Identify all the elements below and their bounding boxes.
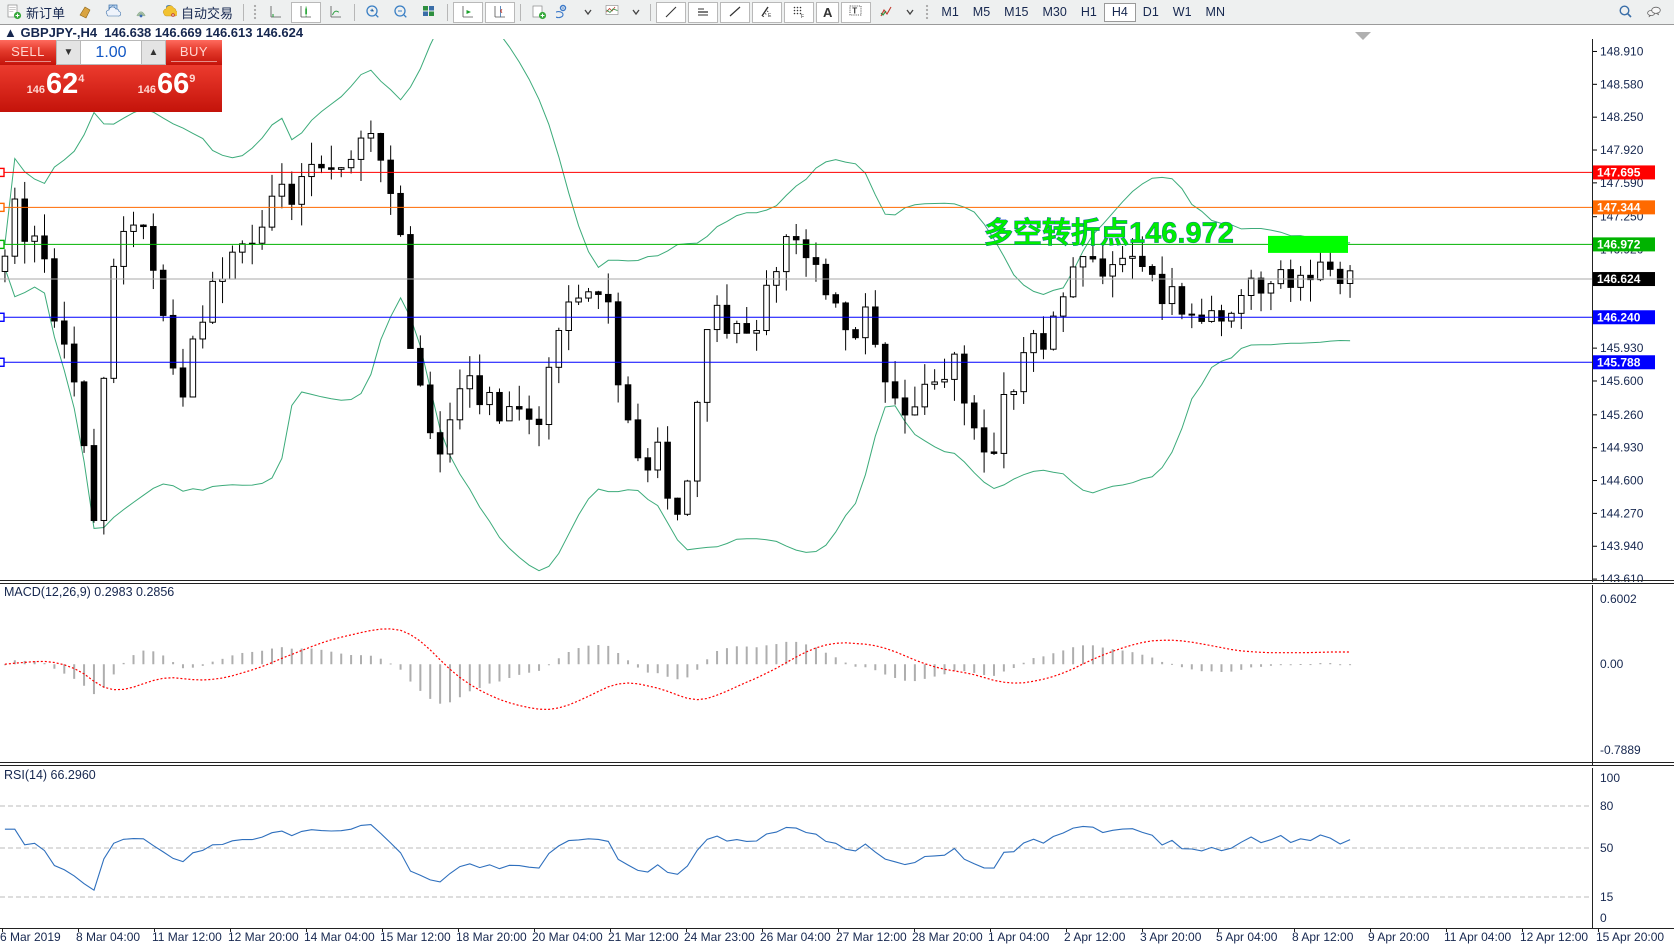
svg-text:146.240: 146.240 bbox=[1597, 310, 1641, 324]
svg-text:148.580: 148.580 bbox=[1600, 77, 1644, 91]
svg-text:144.600: 144.600 bbox=[1600, 474, 1644, 488]
svg-text:0.6002: 0.6002 bbox=[1600, 592, 1637, 606]
svg-text:多空转折点146.972: 多空转折点146.972 bbox=[984, 215, 1234, 249]
svg-text:100: 100 bbox=[1600, 771, 1620, 785]
svg-text:145.260: 145.260 bbox=[1600, 408, 1644, 422]
svg-text:145.930: 145.930 bbox=[1600, 341, 1644, 355]
svg-text:T: T bbox=[853, 7, 858, 16]
svg-text:145.600: 145.600 bbox=[1600, 374, 1644, 388]
svg-text:148.250: 148.250 bbox=[1600, 110, 1644, 124]
svg-text:15: 15 bbox=[1600, 890, 1614, 904]
svg-text:E: E bbox=[768, 13, 772, 19]
svg-text:148.910: 148.910 bbox=[1600, 44, 1644, 58]
svg-text:145.788: 145.788 bbox=[1597, 355, 1641, 369]
svg-text:0: 0 bbox=[1600, 911, 1607, 925]
svg-text:0.00: 0.00 bbox=[1600, 657, 1624, 671]
svg-text:-0.7889: -0.7889 bbox=[1600, 743, 1641, 757]
svg-text:146.972: 146.972 bbox=[1597, 237, 1641, 251]
svg-text:146.624: 146.624 bbox=[1597, 272, 1641, 286]
svg-text:80: 80 bbox=[1600, 799, 1614, 813]
svg-text:F: F bbox=[801, 14, 804, 20]
svg-text:MACD(12,26,9) 0.2983 0.2856: MACD(12,26,9) 0.2983 0.2856 bbox=[4, 585, 174, 599]
svg-text:144.270: 144.270 bbox=[1600, 506, 1644, 520]
svg-text:143.940: 143.940 bbox=[1600, 539, 1644, 553]
svg-text:147.344: 147.344 bbox=[1597, 200, 1641, 214]
svg-text:50: 50 bbox=[1600, 841, 1614, 855]
svg-text:147.695: 147.695 bbox=[1597, 165, 1641, 179]
svg-text:RSI(14) 66.2960: RSI(14) 66.2960 bbox=[4, 768, 96, 782]
svg-text:147.920: 147.920 bbox=[1600, 143, 1644, 157]
svg-text:144.930: 144.930 bbox=[1600, 441, 1644, 455]
